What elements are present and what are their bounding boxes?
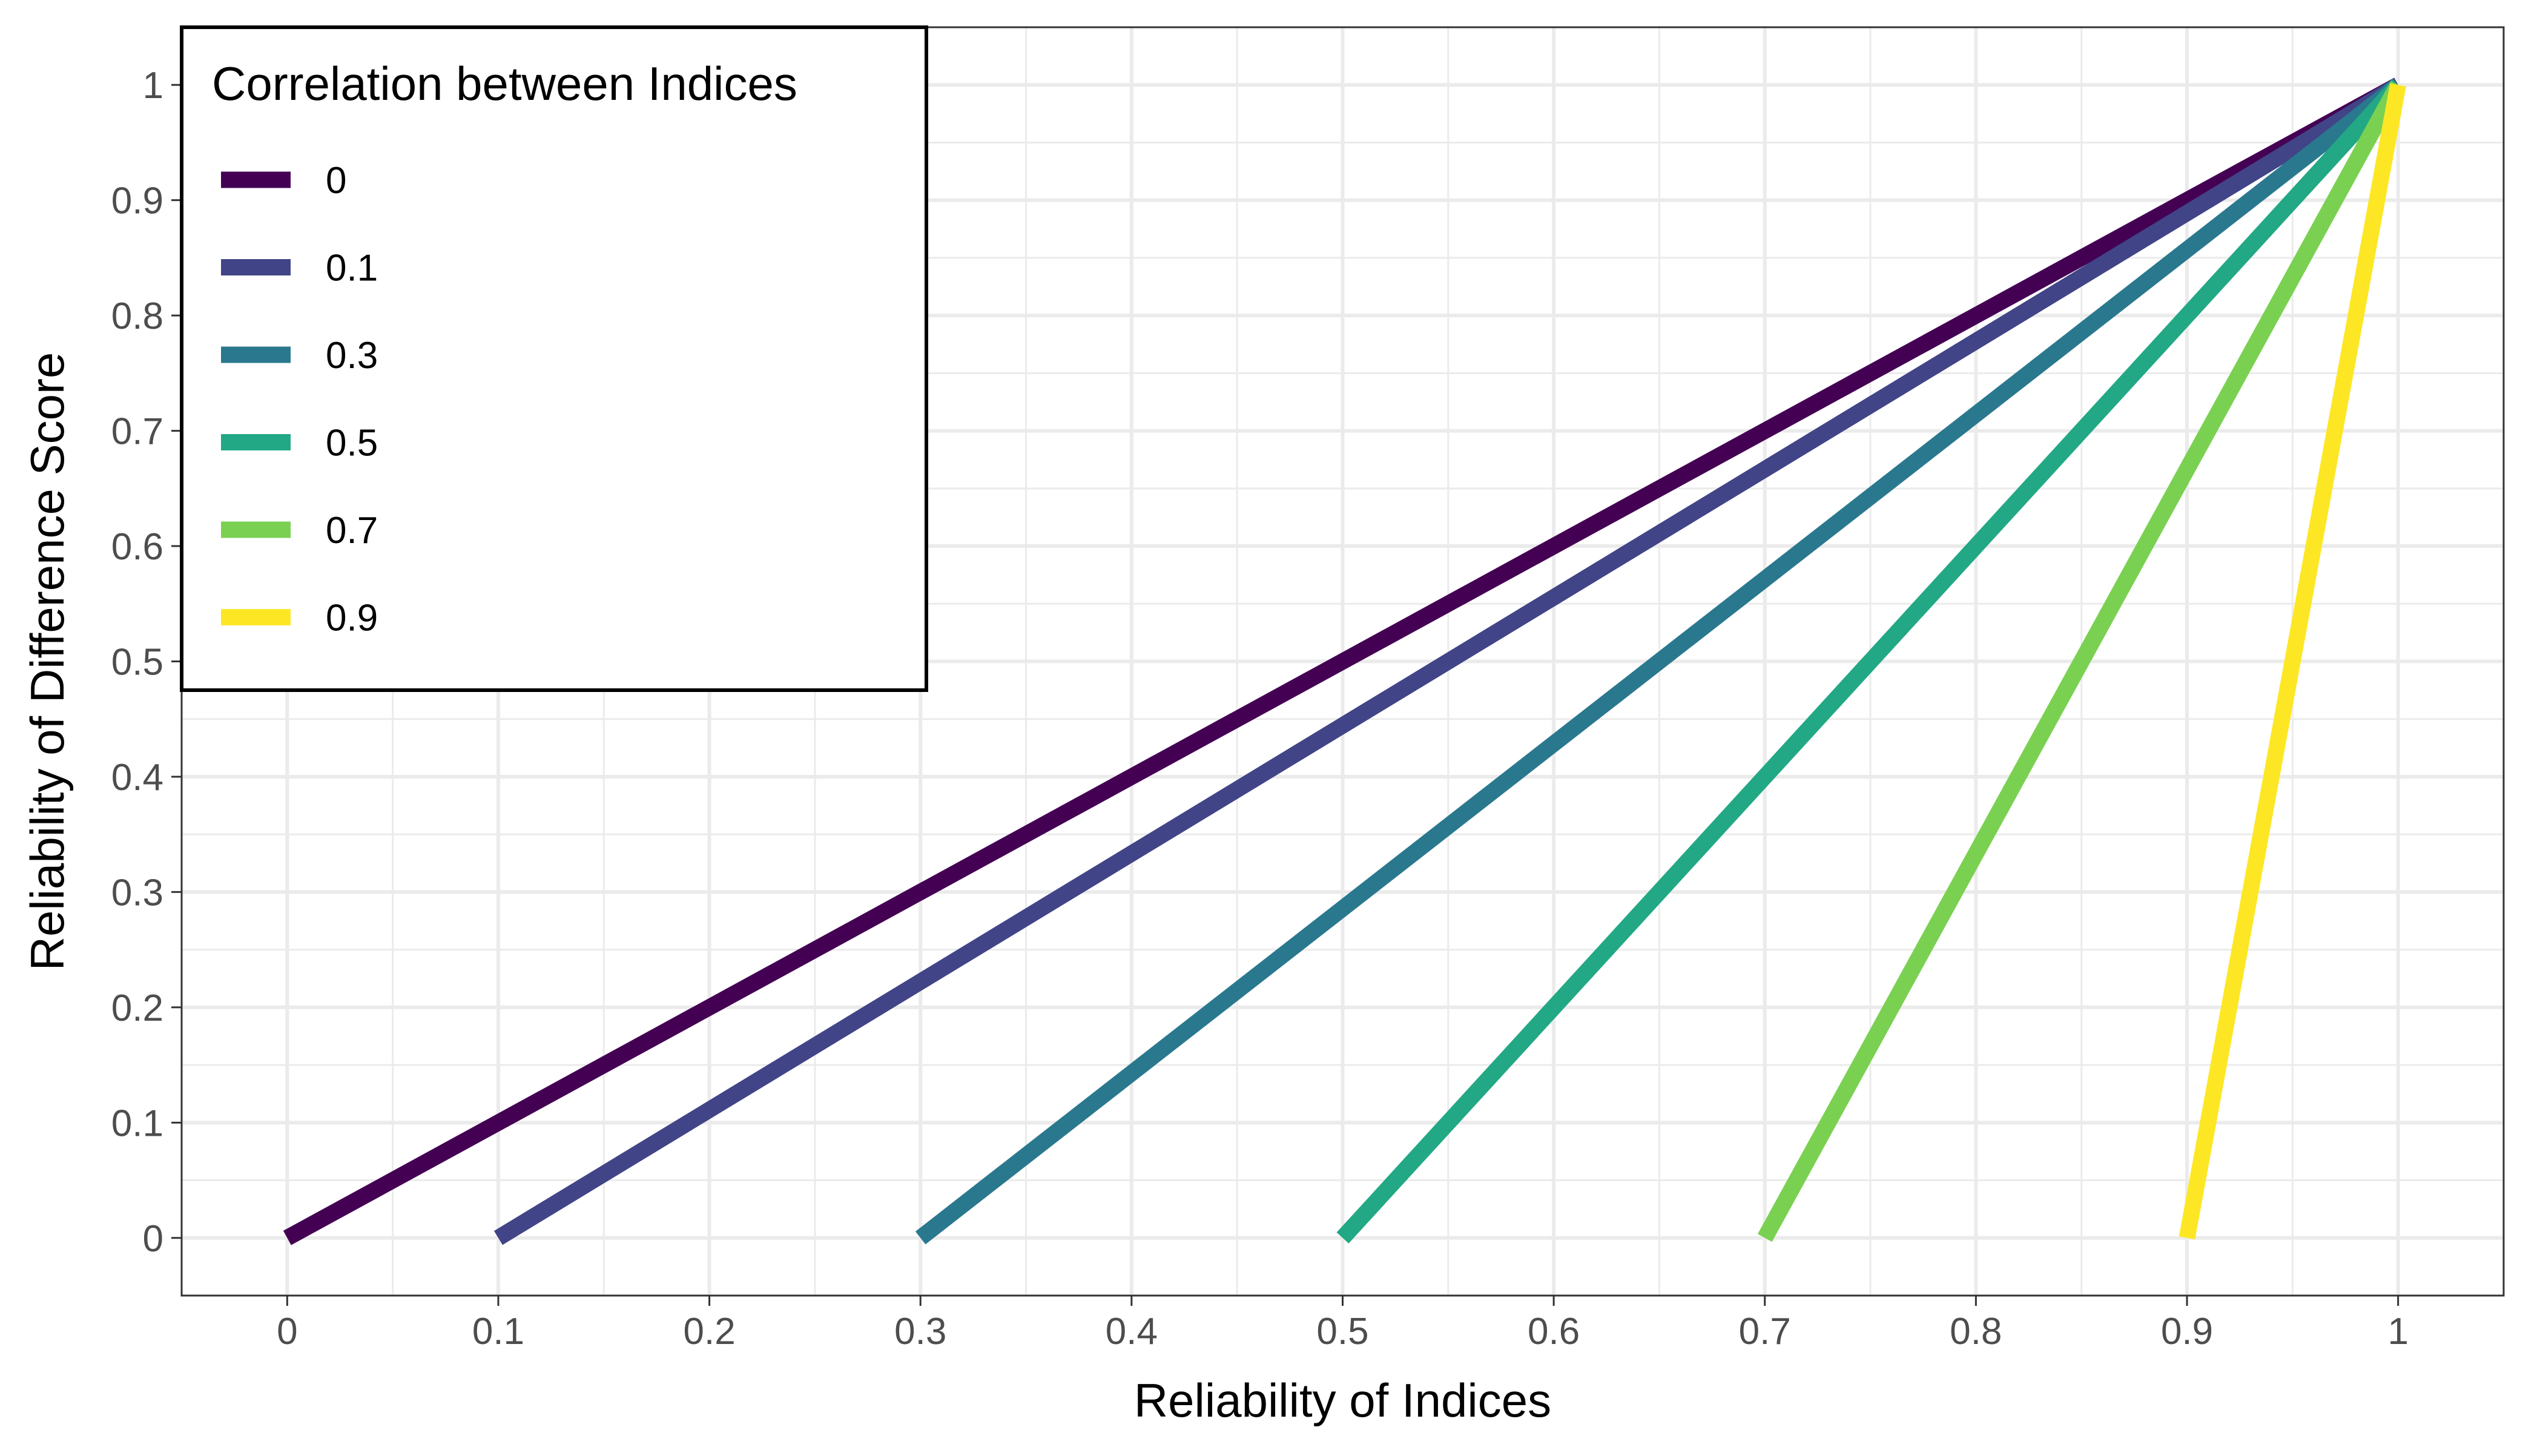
x-axis: 0 0.1 0.2 0.3 0.4 0.5 0.6 0.7 0.8 0.9 1 bbox=[277, 1296, 2409, 1352]
legend-label: 0.9 bbox=[326, 598, 378, 639]
series-lines bbox=[283, 77, 2406, 1245]
x-tick-label: 0.7 bbox=[1739, 1311, 1791, 1352]
legend-title: Correlation between Indices bbox=[212, 57, 797, 110]
y-axis: 0 0.1 0.2 0.3 0.4 0.5 0.6 0.7 0.8 0.9 1 bbox=[111, 65, 182, 1260]
y-tick-label: 0.4 bbox=[111, 757, 163, 799]
y-tick-label: 0.6 bbox=[111, 526, 163, 568]
series-line-0-1 bbox=[493, 77, 2403, 1245]
series-line-0-3 bbox=[915, 78, 2403, 1245]
y-tick-label: 0.8 bbox=[111, 295, 163, 337]
legend-label: 0 bbox=[326, 160, 346, 202]
series-line-0-7 bbox=[1757, 81, 2406, 1242]
legend-label: 0.7 bbox=[326, 510, 378, 552]
legend: Correlation between Indices 0 0.1 0.3 0.5 0.… bbox=[180, 25, 928, 692]
series-line-0-5 bbox=[1336, 79, 2404, 1244]
x-tick-label: 0.4 bbox=[1106, 1311, 1158, 1352]
x-tick-label: 0.2 bbox=[683, 1311, 735, 1352]
legend-label: 0.1 bbox=[326, 248, 378, 289]
x-tick-label: 0.9 bbox=[2161, 1311, 2213, 1352]
legend-items: 0 0.1 0.3 0.5 0.7 0.9 bbox=[221, 160, 378, 639]
y-tick-label: 0.2 bbox=[111, 987, 163, 1029]
y-tick-label: 0.5 bbox=[111, 642, 163, 684]
y-tick-label: 0.9 bbox=[111, 180, 163, 222]
x-axis-title: Reliability of Indices bbox=[1134, 1374, 1551, 1427]
legend-item: 0.7 bbox=[221, 510, 378, 552]
y-tick-label: 1 bbox=[143, 65, 163, 107]
x-tick-label: 0.6 bbox=[1528, 1311, 1580, 1352]
legend-label: 0.3 bbox=[326, 335, 378, 377]
y-tick-label: 0 bbox=[143, 1218, 163, 1260]
y-tick-label: 0.7 bbox=[111, 411, 163, 453]
y-axis-title: Reliability of Difference Score bbox=[21, 352, 74, 971]
x-tick-label: 0.8 bbox=[1950, 1311, 2002, 1352]
legend-item: 0 bbox=[221, 160, 346, 202]
y-tick-label: 0.3 bbox=[111, 872, 163, 914]
legend-item: 0.9 bbox=[221, 598, 378, 639]
legend-box bbox=[180, 25, 928, 692]
legend-label: 0.5 bbox=[326, 423, 378, 464]
x-tick-label: 0.5 bbox=[1316, 1311, 1368, 1352]
x-tick-label: 0.1 bbox=[472, 1311, 524, 1352]
legend-item: 0.5 bbox=[221, 423, 378, 464]
y-tick-label: 0.1 bbox=[111, 1102, 163, 1144]
series-line-0 bbox=[283, 77, 2403, 1245]
series-line-0-9 bbox=[2179, 83, 2406, 1240]
x-tick-label: 0 bbox=[277, 1311, 297, 1352]
legend-item: 0.3 bbox=[221, 335, 378, 377]
x-tick-label: 1 bbox=[2387, 1311, 2408, 1352]
x-tick-label: 0.3 bbox=[894, 1311, 946, 1352]
legend-item: 0.1 bbox=[221, 248, 378, 289]
